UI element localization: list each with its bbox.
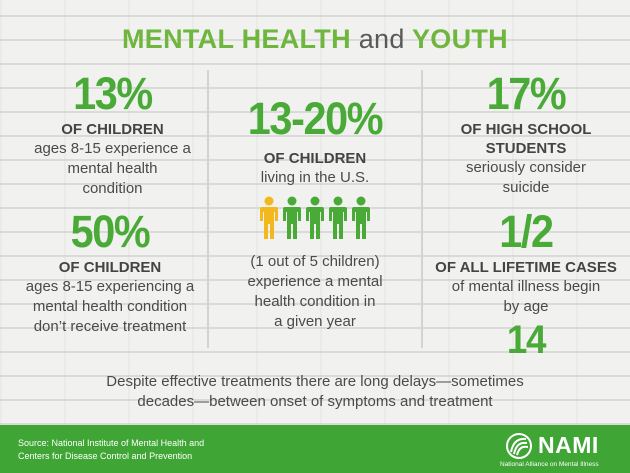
column-divider-left [207, 70, 209, 348]
stat-heading: OF ALL LIFETIME CASES [435, 259, 617, 276]
stat-heading: OF CHILDREN [263, 150, 367, 167]
nami-logo-tagline: National Alliance on Mental Illness [500, 461, 599, 468]
stat-note-line: (1 out of 5 children) [250, 253, 380, 270]
nami-logo: NAMI National Alliance on Mental Illness [498, 430, 618, 470]
stat-block-one-half: 1/2 OF ALL LIFETIME CASES of mental illn… [426, 206, 626, 362]
stat-note-line: experience a mental [247, 273, 383, 290]
nami-swirl-icon [506, 433, 532, 459]
stat-body-line: by age [503, 298, 549, 315]
column-divider-right [421, 70, 423, 348]
stat-note-line: health condition in [254, 293, 376, 310]
stat-heading: STUDENTS [485, 140, 567, 157]
source-line: Centers for Disease Control and Preventi… [18, 451, 193, 461]
people-icon-row [212, 196, 418, 240]
stat-body-line: don’t receive treatment [33, 318, 187, 335]
stat-body-line: mental health [67, 160, 158, 177]
stat-body-line: ages 8-15 experiencing a [25, 278, 195, 295]
stat-value: 17% [486, 68, 567, 119]
delay-statement: Despite effective treatments there are l… [0, 372, 630, 412]
stat-body-line: of mental illness begin [451, 278, 601, 295]
person-icon-green [283, 196, 301, 239]
source-line: Source: National Institute of Mental Hea… [18, 438, 205, 448]
stat-heading: OF HIGH SCHOOL [460, 121, 592, 138]
stat-block-13-20-percent: 13-20% OF CHILDREN living in the U.S. (1… [212, 95, 418, 332]
stat-heading: OF CHILDREN [61, 121, 164, 138]
stat-body-line: seriously consider [465, 159, 587, 176]
delay-statement-line: decades—between onset of symptoms and tr… [137, 393, 493, 410]
delay-statement-line: Despite effective treatments there are l… [106, 373, 524, 390]
stat-value: 1/2 [499, 206, 554, 257]
stat-body-line: living in the U.S. [260, 169, 370, 186]
stat-value: 50% [70, 206, 151, 257]
stat-body-line: suicide [502, 179, 550, 196]
footer-bar: Source: National Institute of Mental Hea… [0, 425, 630, 473]
person-icon-green [329, 196, 347, 239]
stat-block-17-percent: 17% OF HIGH SCHOOL STUDENTS seriously co… [426, 70, 626, 198]
person-icon-yellow [260, 196, 278, 239]
page-title: MENTAL HEALTH and YOUTH [0, 24, 630, 55]
source-citation: Source: National Institute of Mental Hea… [18, 437, 204, 463]
stat-body-line: ages 8-15 experience a [34, 140, 191, 157]
stat-body-line: condition [82, 180, 143, 197]
stat-value: 13-20% [247, 93, 384, 144]
stat-heading: OF CHILDREN [58, 259, 162, 276]
stat-note-line: a given year [274, 313, 356, 330]
person-icon-green [306, 196, 324, 239]
stat-block-13-percent: 13% OF CHILDREN ages 8-15 experience a m… [25, 70, 200, 199]
title-part-mental-health: MENTAL HEALTH [122, 24, 351, 54]
stat-block-50-percent: 50% OF CHILDREN ages 8-15 experiencing a… [15, 208, 205, 337]
stat-value: 13% [73, 68, 153, 119]
nami-logo-word: NAMI [538, 432, 599, 458]
stat-value-age: 14 [506, 318, 547, 362]
title-part-and: and [358, 24, 405, 54]
title-part-youth: YOUTH [411, 24, 508, 54]
person-icon-green [352, 196, 370, 239]
stat-body-line: mental health condition [32, 298, 188, 315]
